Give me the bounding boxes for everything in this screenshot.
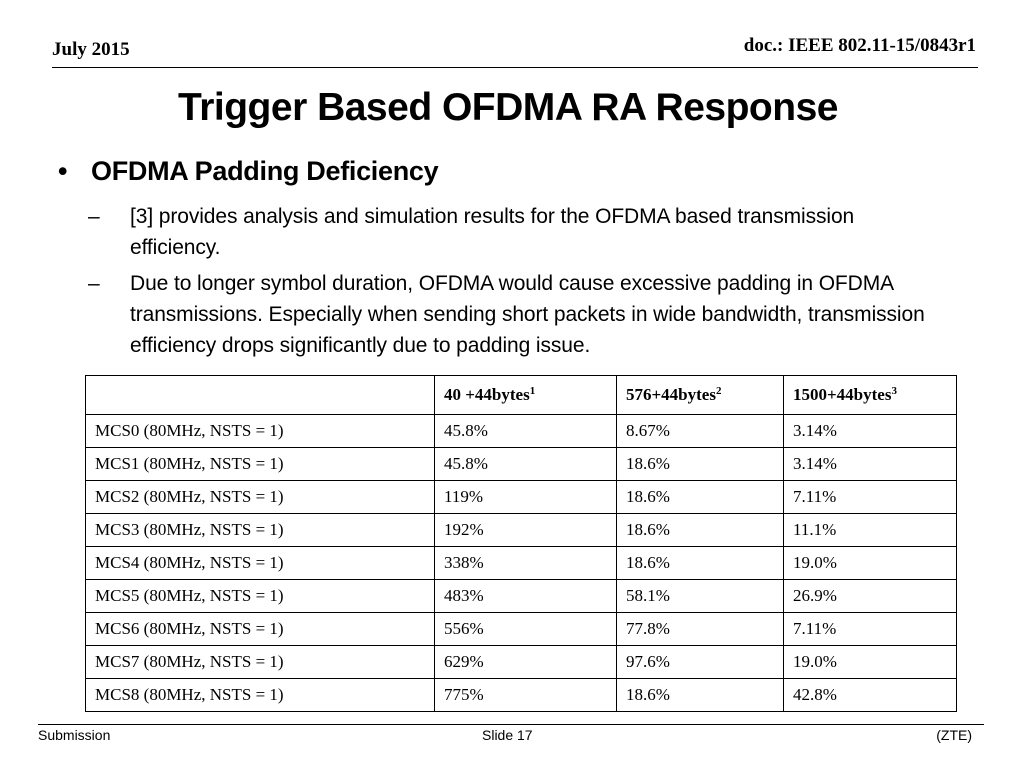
table-cell: 18.6% [616,678,784,712]
table-cell: 42.8% [783,678,957,712]
table-cell: 119% [434,480,617,514]
table-row: MCS8 (80MHz, NSTS = 1) 775% 18.6% 42.8% [85,678,957,712]
table-cell: 556% [434,612,617,646]
footer-slide-number: Slide 17 [482,727,533,743]
table-cell: MCS8 (80MHz, NSTS = 1) [85,678,435,712]
main-bullet: • OFDMA Padding Deficiency [58,156,439,187]
table-cell: 18.6% [616,480,784,514]
table-row: MCS5 (80MHz, NSTS = 1) 483% 58.1% 26.9% [85,579,957,613]
table-header-cell: 576+44bytes2 [616,375,784,415]
table-cell: 3.14% [783,447,957,481]
table-row: MCS0 (80MHz, NSTS = 1) 45.8% 8.67% 3.14% [85,414,957,448]
table-row: MCS3 (80MHz, NSTS = 1) 192% 18.6% 11.1% [85,513,957,547]
table-cell: 18.6% [616,513,784,547]
table-cell: 19.0% [783,546,957,580]
table-cell: MCS5 (80MHz, NSTS = 1) [85,579,435,613]
table-header-cell: 40 +44bytes1 [434,375,617,415]
table-cell: 775% [434,678,617,712]
slide-title: Trigger Based OFDMA RA Response [178,86,838,129]
table-row: MCS2 (80MHz, NSTS = 1) 119% 18.6% 7.11% [85,480,957,514]
table-cell: 58.1% [616,579,784,613]
table-cell: 11.1% [783,513,957,547]
table-cell: MCS1 (80MHz, NSTS = 1) [85,447,435,481]
table-cell: 77.8% [616,612,784,646]
table-cell: 45.8% [434,447,617,481]
table-cell: 97.6% [616,645,784,679]
sub-bullet-text: [3] provides analysis and simulation res… [130,205,855,259]
table-cell: 7.11% [783,480,957,514]
table-cell: MCS6 (80MHz, NSTS = 1) [85,612,435,646]
bullet-marker: • [58,156,68,186]
table-cell: 45.8% [434,414,617,448]
sub-bullet-marker: – [88,205,100,228]
sub-bullet-text: Due to longer symbol duration, OFDMA wou… [130,272,925,357]
sub-bullet-1: – [3] provides analysis and simulation r… [88,201,938,263]
bullet-text: OFDMA Padding Deficiency [91,156,439,186]
table-cell: 3.14% [783,414,957,448]
table-cell: 483% [434,579,617,613]
table-header-cell: 1500+44bytes3 [783,375,957,415]
footer-affiliation: (ZTE) [936,727,972,743]
header-doc-id: doc.: IEEE 802.11-15/0843r1 [743,35,976,56]
table-cell: 19.0% [783,645,957,679]
table-cell: MCS0 (80MHz, NSTS = 1) [85,414,435,448]
table-cell: 338% [434,546,617,580]
table-row: MCS6 (80MHz, NSTS = 1) 556% 77.8% 7.11% [85,612,957,646]
table-cell: 26.9% [783,579,957,613]
table-cell: 8.67% [616,414,784,448]
table-cell: MCS7 (80MHz, NSTS = 1) [85,645,435,679]
table-cell: MCS4 (80MHz, NSTS = 1) [85,546,435,580]
table-row: MCS1 (80MHz, NSTS = 1) 45.8% 18.6% 3.14% [85,447,957,481]
table-cell: 7.11% [783,612,957,646]
table-cell: MCS2 (80MHz, NSTS = 1) [85,480,435,514]
table-cell: 192% [434,513,617,547]
table-cell: 18.6% [616,546,784,580]
header-date: July 2015 [52,39,130,60]
table-cell: 629% [434,645,617,679]
table-header-cell [85,375,435,415]
footer-submission: Submission [38,727,111,743]
header-divider [52,67,978,68]
efficiency-table: 40 +44bytes1 576+44bytes2 1500+44bytes3 … [85,375,957,712]
table-row: MCS7 (80MHz, NSTS = 1) 629% 97.6% 19.0% [85,645,957,679]
footer-divider [38,724,984,725]
table-row: MCS4 (80MHz, NSTS = 1) 338% 18.6% 19.0% [85,546,957,580]
table-cell: 18.6% [616,447,784,481]
sub-bullet-marker: – [88,272,100,295]
sub-bullet-2: – Due to longer symbol duration, OFDMA w… [88,268,938,361]
table-cell: MCS3 (80MHz, NSTS = 1) [85,513,435,547]
table-header-row: 40 +44bytes1 576+44bytes2 1500+44bytes3 [85,375,957,415]
